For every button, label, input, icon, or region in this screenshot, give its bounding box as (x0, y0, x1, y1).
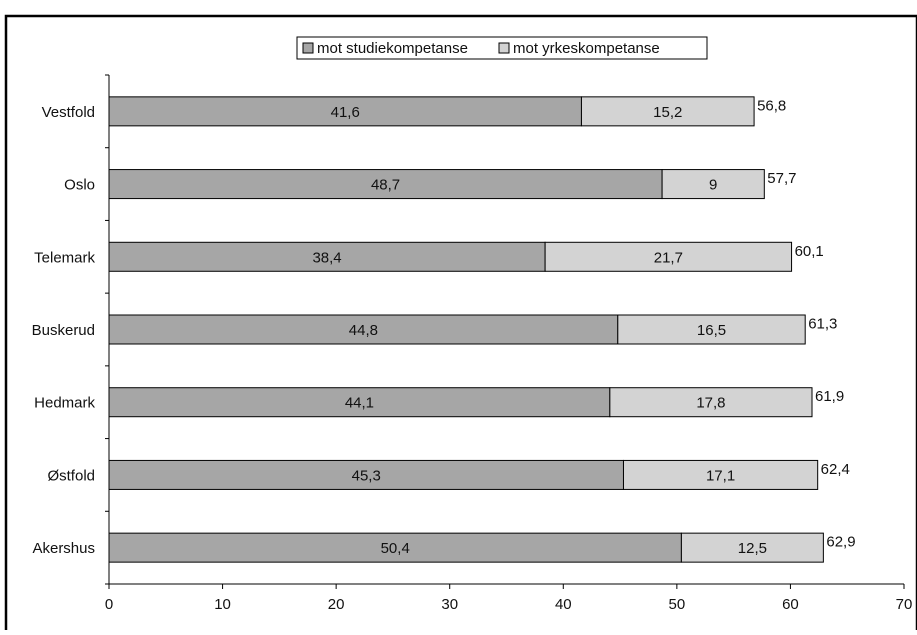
data-label: 16,5 (697, 322, 726, 339)
bar-segment-yrke-2 (544, 241, 793, 272)
bar-segment-yrke-1 (661, 169, 765, 200)
category-label: Østfold (47, 467, 95, 484)
category-label: Buskerud (32, 322, 95, 339)
data-label: 9 (709, 177, 717, 194)
data-label: 15,2 (653, 104, 682, 121)
total-label: 57,7 (767, 170, 796, 187)
x-tick-label: 40 (555, 596, 572, 613)
x-tick-label: 20 (328, 596, 345, 613)
data-label: 17,8 (696, 395, 725, 412)
legend: mot studiekompetanse mot yrkeskompetanse (296, 36, 708, 60)
total-label: 62,4 (821, 461, 850, 478)
bar-segment-yrke-4 (609, 387, 813, 418)
bar-segment-yrke-6 (680, 532, 824, 563)
data-label: 17,1 (706, 467, 735, 484)
bar-segment-yrke-5 (622, 459, 819, 490)
bar-segment-yrke-3 (617, 314, 806, 345)
data-label: 41,6 (331, 104, 360, 121)
total-label: 60,1 (795, 243, 824, 260)
category-label: Hedmark (34, 395, 95, 412)
data-label: 21,7 (654, 249, 683, 266)
bar-segment-yrke-0 (580, 96, 755, 127)
data-label: 38,4 (312, 249, 341, 266)
axes-layer: Vestfold Oslo Telemark Buskerud Hedmark Østfo… (32, 74, 913, 613)
legend-label: mot studiekompetanse (317, 40, 468, 57)
x-tick-label: 0 (105, 596, 113, 613)
legend-swatch (498, 42, 510, 54)
x-tick-label: 60 (782, 596, 799, 613)
data-label: 45,3 (352, 467, 381, 484)
bar-segment-studie-6 (108, 532, 682, 563)
total-label: 62,9 (826, 534, 855, 551)
bar-segment-studie-1 (108, 169, 663, 200)
total-label: 61,3 (808, 316, 837, 333)
x-tick-label: 70 (896, 596, 913, 613)
category-label: Telemark (34, 249, 95, 266)
x-tick-label: 10 (214, 596, 231, 613)
data-label: 44,1 (345, 395, 374, 412)
bar-segment-studie-2 (108, 241, 546, 272)
bar-segment-studie-4 (108, 387, 611, 418)
total-label: 56,8 (757, 97, 786, 114)
category-label: Oslo (64, 177, 95, 194)
data-label: 50,4 (381, 540, 410, 557)
legend-swatch (302, 42, 314, 54)
category-label: Akershus (32, 540, 95, 557)
data-label: 12,5 (738, 540, 767, 557)
bars-layer: 41,6 15,2 56,8 48,7 9 57,7 38,4 21,7 60,1 44,8 16,… (108, 96, 856, 563)
x-tick-label: 30 (441, 596, 458, 613)
data-label: 48,7 (371, 177, 400, 194)
data-label: 44,8 (349, 322, 378, 339)
category-label: Vestfold (42, 104, 95, 121)
total-label: 61,9 (815, 388, 844, 405)
bar-segment-studie-3 (108, 314, 619, 345)
legend-label: mot yrkeskompetanse (513, 40, 660, 57)
x-tick-label: 50 (669, 596, 686, 613)
